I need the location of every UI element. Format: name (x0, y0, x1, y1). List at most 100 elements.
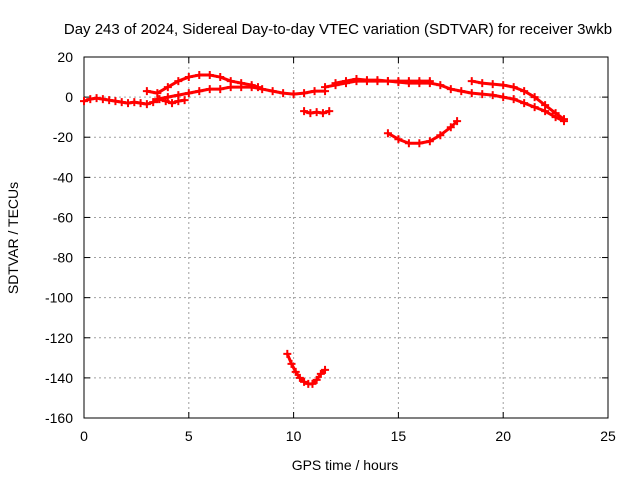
data-point (205, 71, 214, 80)
series-arc-4 (300, 107, 334, 118)
data-point (499, 93, 508, 102)
data-point (321, 83, 330, 92)
data-point (300, 377, 309, 386)
y-tick-label: -40 (53, 169, 73, 185)
data-point (287, 359, 296, 368)
data-point (237, 83, 246, 92)
data-point (279, 89, 288, 98)
data-point (488, 91, 497, 100)
data-point (289, 90, 298, 99)
data-point (142, 100, 151, 109)
y-tick-label: -120 (45, 330, 73, 346)
data-point (163, 93, 172, 102)
data-point (295, 373, 304, 382)
data-point (216, 85, 225, 94)
data-point (92, 94, 101, 103)
data-point (283, 349, 292, 358)
data-point (291, 367, 300, 376)
y-tick-label: -100 (45, 290, 73, 306)
data-point (467, 89, 476, 98)
x-axis-title: GPS time / hours (292, 457, 399, 473)
y-tick-label: 20 (57, 49, 73, 65)
data-point (325, 107, 334, 116)
plot-frame (83, 56, 609, 419)
data-point (383, 129, 392, 138)
series-arc-7 (383, 117, 462, 148)
data-point (404, 139, 413, 148)
data-point (446, 85, 455, 94)
data-point (308, 379, 317, 388)
data-point (425, 137, 434, 146)
y-axis-title: SDTVAR / TECUs (5, 182, 21, 294)
data-point (394, 77, 403, 86)
data-point (436, 131, 445, 140)
data-points (80, 71, 568, 388)
data-point (124, 99, 133, 108)
series-arc-6 (331, 75, 434, 88)
data-point (105, 96, 114, 105)
data-point (80, 97, 88, 106)
data-point (180, 96, 189, 105)
data-point (153, 95, 162, 104)
data-point (268, 87, 277, 96)
data-point (488, 80, 497, 89)
data-point (467, 77, 476, 86)
axis-ticks: 0 5 10 15 20 25 20 0 -20 -40 -60 -80 -100 -120 -140 -16… (45, 49, 616, 444)
data-point (478, 79, 487, 88)
data-point (247, 83, 256, 92)
data-point (404, 77, 413, 86)
data-point (362, 76, 371, 85)
series-arc-5 (321, 77, 568, 126)
y-tick-label: -20 (53, 129, 73, 145)
data-point (149, 98, 158, 107)
data-point (174, 91, 183, 100)
data-point (111, 97, 120, 106)
data-point (331, 79, 340, 88)
x-tick-label: 0 (80, 428, 88, 444)
series-arc-3 (153, 83, 330, 104)
data-point (446, 123, 455, 132)
data-point (310, 87, 319, 96)
data-point (300, 107, 309, 116)
data-point (415, 77, 424, 86)
data-point (318, 109, 327, 118)
data-point (306, 109, 315, 118)
data-point (509, 95, 518, 104)
data-point (205, 85, 214, 94)
data-point (453, 117, 462, 126)
data-point (174, 77, 183, 86)
data-point (316, 369, 325, 378)
x-tick-label: 10 (286, 428, 302, 444)
data-point (520, 99, 529, 108)
x-tick-label: 15 (391, 428, 407, 444)
data-point (312, 108, 321, 117)
data-point (551, 109, 560, 118)
data-point (117, 98, 126, 107)
series-trace (334, 77, 432, 85)
data-point (184, 89, 193, 98)
data-point (530, 103, 539, 112)
data-point (342, 77, 350, 86)
x-tick-label: 25 (600, 428, 616, 444)
y-tick-label: -60 (53, 209, 73, 225)
y-tick-label: -80 (53, 250, 73, 266)
data-point (415, 139, 424, 148)
data-point (520, 87, 529, 96)
data-point (195, 71, 204, 80)
data-point (216, 73, 225, 82)
series-arc-8 (467, 77, 568, 124)
data-point (136, 99, 145, 108)
x-tick-label: 20 (495, 428, 511, 444)
data-point (457, 87, 466, 96)
data-point (163, 83, 172, 92)
data-point (184, 73, 193, 82)
series-trace (285, 352, 327, 386)
data-point (86, 95, 95, 104)
data-point (312, 375, 321, 384)
data-point (425, 77, 434, 86)
data-point (394, 135, 403, 144)
data-point (352, 75, 361, 84)
series-arc-9 (283, 349, 330, 388)
data-point (168, 99, 177, 108)
data-point (300, 89, 309, 98)
